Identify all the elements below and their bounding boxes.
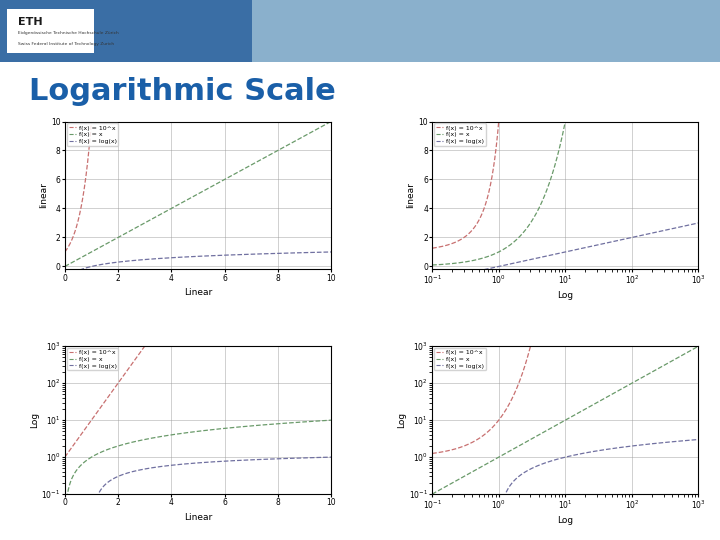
Text: Logarithmic Scale: Logarithmic Scale [29,77,336,106]
Y-axis label: linear: linear [39,183,48,208]
Text: 2011-10-03: 2011-10-03 [7,521,55,530]
X-axis label: Linear: Linear [184,513,212,522]
Legend: f(x) = 10^x, f(x) = x, f(x) = log(x): f(x) = 10^x, f(x) = x, f(x) = log(x) [67,348,118,370]
Y-axis label: linear: linear [407,183,415,208]
Legend: f(x) = 10^x, f(x) = x, f(x) = log(x): f(x) = 10^x, f(x) = x, f(x) = log(x) [67,123,118,146]
Text: K. Donnay & S. Balietti / kdonnay@ethz.ch  sbalietti@ethz.ch: K. Donnay & S. Balietti / kdonnay@ethz.c… [231,521,489,530]
Text: Swiss Federal Institute of Technology Zurich: Swiss Federal Institute of Technology Zu… [18,42,114,46]
Text: Eidgenössische Technische Hochschule Zürich: Eidgenössische Technische Hochschule Zür… [18,31,119,35]
X-axis label: Log: Log [557,292,573,300]
Bar [0,0,252,62]
Y-axis label: Log: Log [397,412,406,428]
X-axis label: Linear: Linear [184,288,212,297]
Bar [252,0,720,62]
Legend: f(x) = 10^x, f(x) = x, f(x) = log(x): f(x) = 10^x, f(x) = x, f(x) = log(x) [434,123,486,146]
Y-axis label: Log: Log [30,412,39,428]
Bar [7,9,94,53]
Text: 35: 35 [692,520,706,530]
Text: ETH: ETH [18,17,42,28]
Legend: f(x) = 10^x, f(x) = x, f(x) = log(x): f(x) = 10^x, f(x) = x, f(x) = log(x) [434,348,486,370]
X-axis label: Log: Log [557,516,573,525]
